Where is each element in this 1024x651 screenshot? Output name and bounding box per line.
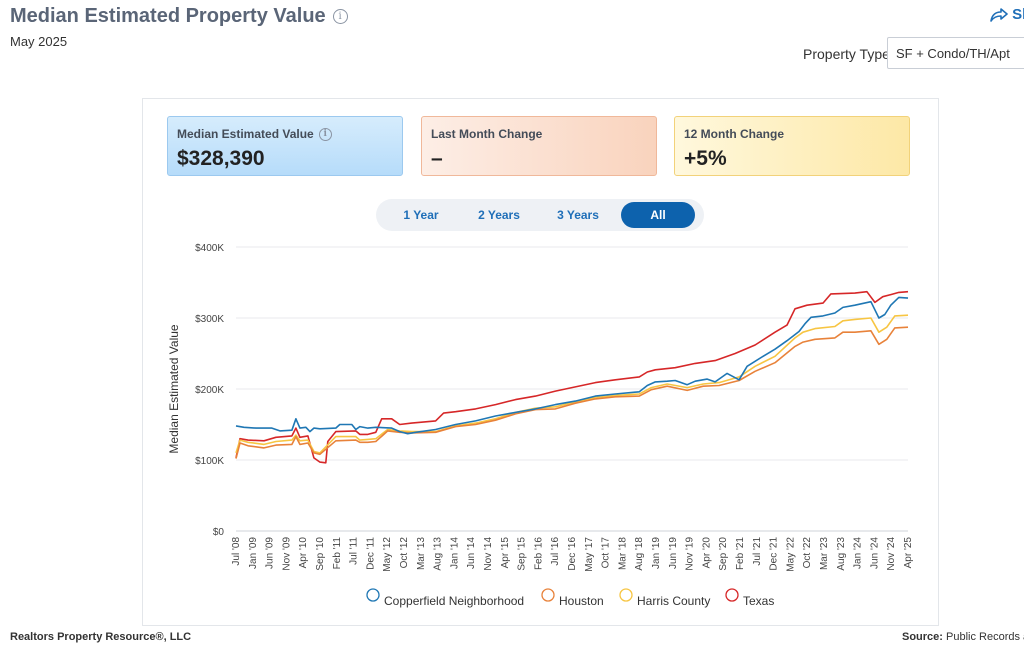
x-tick-label: Jul '08	[231, 537, 242, 566]
x-tick-label: Nov '14	[483, 537, 494, 571]
property-type-label: Property Type	[803, 46, 890, 62]
series-line-texas	[235, 290, 909, 464]
info-icon[interactable]: i	[332, 9, 348, 24]
legend-label: Texas	[743, 594, 774, 608]
twelve-month-change-card: 12 Month Change +5%	[674, 116, 910, 176]
x-tick-label: Aug '13	[433, 537, 444, 571]
property-type-select[interactable]: SF + Condo/TH/Apt	[887, 37, 1024, 69]
x-tick-label: May '17	[584, 537, 595, 572]
last-month-change-value: –	[431, 147, 443, 170]
x-tick-label: Mar '13	[416, 537, 427, 570]
footer-source: Source: Public Records an	[902, 631, 1024, 643]
y-tick-label: $400K	[195, 243, 224, 254]
x-tick-label: Oct '12	[399, 537, 410, 569]
legend-marker	[366, 588, 380, 602]
time-range-selector: 1 Year 2 Years 3 Years All	[376, 199, 704, 231]
page-title: Median Estimated Property Value	[10, 5, 326, 27]
x-tick-label: Feb '16	[533, 537, 544, 570]
footer-source-text: Public Records an	[946, 631, 1024, 643]
x-tick-label: May '12	[382, 537, 393, 572]
x-tick-label: Sep '20	[718, 537, 729, 571]
range-2-years-button[interactable]: 2 Years	[478, 208, 520, 222]
x-tick-label: Aug '18	[634, 537, 645, 571]
median-value-info-icon[interactable]: i	[318, 127, 332, 141]
footer-attribution: Realtors Property Resource®, LLC	[10, 631, 192, 643]
x-tick-label: Dec '21	[769, 537, 780, 571]
x-tick-label: Jan '19	[651, 537, 662, 569]
x-tick-label: Nov '09	[281, 537, 292, 571]
y-tick-label: $300K	[195, 314, 224, 325]
range-all-button[interactable]: All	[621, 202, 695, 228]
share-label: Sh	[1012, 6, 1024, 23]
x-tick-label: Mar '18	[617, 537, 628, 570]
legend-marker	[725, 588, 739, 602]
x-tick-label: Nov '24	[886, 537, 897, 571]
x-tick-label: Jun '19	[668, 537, 679, 569]
x-tick-label: Nov '19	[685, 537, 696, 571]
legend-label: Houston	[559, 594, 604, 608]
x-tick-label: Apr '25	[903, 537, 914, 569]
x-tick-label: Oct '22	[802, 537, 813, 569]
x-tick-label: Mar '23	[819, 537, 830, 570]
legend-marker	[541, 588, 555, 602]
x-tick-label: Jan '09	[248, 537, 259, 569]
legend-marker	[619, 588, 633, 602]
x-tick-label: Apr '15	[500, 537, 511, 569]
share-button[interactable]: Sh	[990, 6, 1024, 23]
y-tick-label: $100K	[195, 456, 224, 467]
x-tick-label: Jun '09	[265, 537, 276, 569]
y-axis-label: Median Estimated Value	[167, 324, 181, 454]
median-value-card: Median Estimated Value i $328,390	[167, 116, 403, 176]
x-tick-label: Dec '11	[365, 537, 376, 570]
x-tick-label: Dec '16	[567, 537, 578, 571]
x-tick-label: Apr '10	[298, 537, 309, 569]
x-tick-label: Apr '20	[701, 537, 712, 569]
x-tick-label: Feb '21	[735, 537, 746, 570]
x-tick-label: Aug '23	[836, 537, 847, 571]
twelve-month-change-label: 12 Month Change	[684, 127, 785, 141]
x-tick-label: Oct '17	[601, 537, 612, 569]
page-subtitle: May 2025	[10, 34, 68, 49]
legend-label: Harris County	[637, 594, 710, 608]
share-icon	[990, 8, 1008, 22]
x-tick-label: Jan '14	[449, 537, 460, 569]
x-tick-label: Jan '24	[853, 537, 864, 569]
median-value-label: Median Estimated Value	[177, 127, 314, 141]
y-tick-label: $0	[213, 527, 225, 538]
x-tick-label: Sep '10	[315, 537, 326, 571]
series-line-houston	[235, 326, 909, 459]
median-value: $328,390	[177, 147, 265, 170]
x-tick-label: Jul '11	[349, 537, 360, 565]
x-tick-label: Feb '11	[332, 537, 343, 570]
x-tick-label: May '22	[785, 537, 796, 572]
range-1-year-button[interactable]: 1 Year	[403, 208, 439, 222]
x-tick-label: Jul '21	[752, 537, 763, 566]
chart-panel: Median Estimated Value i $328,390 Last M…	[142, 98, 939, 626]
last-month-change-label: Last Month Change	[431, 127, 543, 141]
x-tick-label: Jun '24	[869, 537, 880, 569]
x-tick-label: Jun '14	[466, 537, 477, 569]
range-3-years-button[interactable]: 3 Years	[557, 208, 599, 222]
x-tick-label: Jul '16	[550, 537, 561, 566]
series-line-copperfield-neighborhood	[235, 296, 909, 435]
last-month-change-card: Last Month Change –	[421, 116, 657, 176]
twelve-month-change-value: +5%	[684, 147, 727, 170]
x-tick-label: Sep '15	[517, 537, 528, 571]
y-tick-label: $200K	[195, 385, 224, 396]
footer-source-label: Source:	[902, 631, 943, 643]
legend-label: Copperfield Neighborhood	[384, 594, 524, 608]
title-row: Median Estimated Property Value i	[10, 5, 348, 28]
